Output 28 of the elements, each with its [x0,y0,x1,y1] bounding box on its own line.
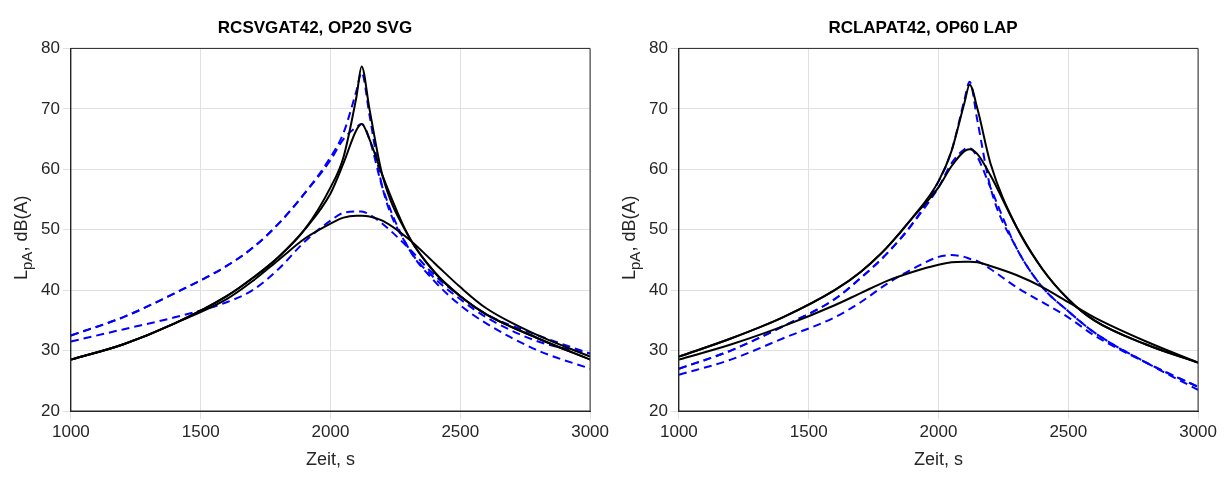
y-tick-label: 20 [40,400,60,420]
y-tick-label: 70 [648,98,668,118]
y-tick-label: 30 [40,340,60,360]
chart-title: RCSVGAT42, OP20 SVG [217,17,413,37]
x-tick-label: 2500 [1049,421,1088,441]
x-tick-label: 2000 [919,421,958,441]
x-axis-title: Zeit, s [913,449,964,470]
y-tick-label: 30 [648,340,668,360]
y-tick-label: 40 [648,279,668,299]
y-tick-label: 50 [40,219,60,239]
y-tick-label: 70 [40,98,60,118]
x-tick-label: 3000 [1179,421,1217,441]
x-tick-label: 2000 [311,421,350,441]
y-tick-label: 80 [648,38,668,58]
y-tick-label: 50 [648,219,668,239]
x-tick-label: 1500 [181,421,220,441]
x-tick-label: 1000 [660,421,698,441]
y-tick-label: 40 [40,279,60,299]
chart-title: RCLAPAT42, OP60 LAP [828,17,1018,37]
y-tick-label: 60 [648,158,668,178]
y-tick-label: 20 [648,400,668,420]
x-tick-label: 1500 [789,421,828,441]
x-tick-label: 2500 [441,421,480,441]
x-tick-label: 1000 [52,421,90,441]
x-axis-title: Zeit, s [305,449,356,470]
y-tick-label: 60 [40,158,60,178]
y-tick-label: 80 [40,38,60,58]
x-tick-label: 3000 [571,421,609,441]
